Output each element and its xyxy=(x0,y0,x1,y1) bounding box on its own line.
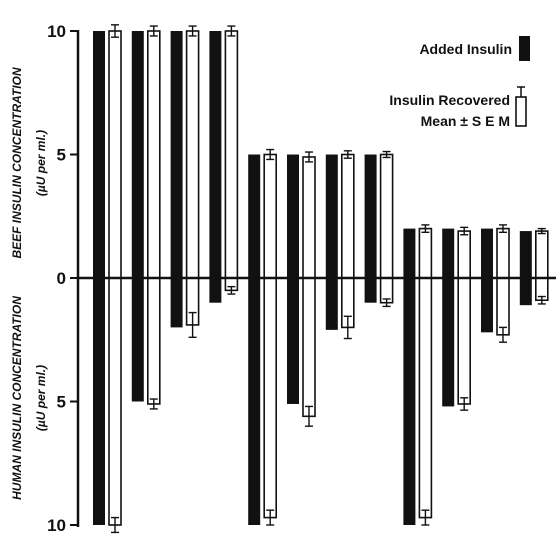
bar-group xyxy=(403,224,433,526)
bar-human-recovered xyxy=(147,277,161,405)
y-tick-label: 10 xyxy=(47,22,66,41)
y-tick-label: 5 xyxy=(57,393,66,412)
bar-human-recovered xyxy=(263,277,278,519)
bar-group xyxy=(481,224,510,343)
bar-human-recovered xyxy=(457,277,472,405)
bar-beef-recovered xyxy=(147,30,161,279)
bar-beef-added xyxy=(93,31,105,278)
bar-beef-added xyxy=(325,154,338,278)
bar-human-added xyxy=(364,278,377,303)
bar-beef-added xyxy=(364,154,377,278)
bar-beef-recovered xyxy=(340,153,355,279)
bar-human-added xyxy=(248,278,261,525)
bar-beef-added xyxy=(170,31,183,278)
bar-human-added xyxy=(93,278,105,525)
bar-beef-added xyxy=(209,31,222,278)
bar-beef-added xyxy=(481,228,493,278)
bar-beef-recovered xyxy=(418,227,433,279)
bar-human-added xyxy=(131,278,144,402)
bar-group xyxy=(131,25,161,410)
bar-beef-added xyxy=(287,154,299,278)
bar-beef-recovered xyxy=(496,227,510,279)
legend: Added Insulin Insulin Recovered Mean ± S… xyxy=(389,36,530,129)
bar-beef-recovered xyxy=(534,230,549,279)
y-axis-unit-beef: (µU per ml.) xyxy=(34,130,48,196)
legend-recovered-swatch xyxy=(515,96,527,127)
bar-group xyxy=(325,150,355,340)
bar-human-added xyxy=(170,278,183,328)
bar-group xyxy=(209,25,239,303)
bar-group xyxy=(442,226,472,411)
bar-group xyxy=(287,151,316,427)
y-ticks: 10 5 0 5 10 xyxy=(47,22,78,535)
bar-beef-added xyxy=(131,31,144,278)
bar-group xyxy=(364,150,394,308)
y-tick-label: 10 xyxy=(47,516,66,535)
bar-human-added xyxy=(442,278,455,407)
y-axis-label-human: HUMAN INSULIN CONCENTRATION xyxy=(10,296,24,500)
bar-beef-recovered xyxy=(302,156,316,279)
bar-human-recovered xyxy=(108,277,122,526)
bar-human-added xyxy=(287,278,299,404)
y-tick-label: 0 xyxy=(57,269,66,288)
y-axis-labels: BEEF INSULIN CONCENTRATION (µU per ml.) … xyxy=(10,67,48,500)
bar-beef-recovered xyxy=(224,30,239,279)
y-axis-label-beef: BEEF INSULIN CONCENTRATION xyxy=(10,67,24,258)
bar-human-recovered xyxy=(496,277,510,336)
axes xyxy=(76,30,556,527)
legend-added-label: Added Insulin xyxy=(419,41,512,57)
bar-human-added xyxy=(325,278,338,330)
bar-beef-recovered xyxy=(185,30,200,279)
bar-beef-added xyxy=(403,228,416,278)
legend-added-swatch xyxy=(519,36,530,61)
bar-beef-recovered xyxy=(457,230,472,279)
bar-beef-added xyxy=(442,228,455,278)
legend-recovered-label: Insulin Recovered xyxy=(389,92,510,108)
bar-human-added xyxy=(403,278,416,525)
bar-beef-recovered xyxy=(108,30,122,279)
bar-groups xyxy=(93,24,549,534)
bar-human-added xyxy=(481,278,493,333)
bar-group xyxy=(93,24,122,534)
bar-beef-recovered xyxy=(379,153,394,279)
bar-beef-added xyxy=(519,231,532,278)
y-tick-label: 5 xyxy=(57,146,66,165)
bar-beef-added xyxy=(248,154,261,278)
bar-beef-recovered xyxy=(263,153,278,279)
bar-group xyxy=(170,25,200,338)
bar-human-added xyxy=(519,278,532,306)
y-axis-unit-human: (µU per ml.) xyxy=(34,365,48,431)
bar-human-added xyxy=(209,278,222,303)
bar-group xyxy=(248,148,278,526)
bar-group xyxy=(519,227,549,306)
legend-sem-label: Mean ± S E M xyxy=(421,113,510,129)
bar-human-recovered xyxy=(302,277,316,418)
bar-human-recovered xyxy=(418,277,433,519)
